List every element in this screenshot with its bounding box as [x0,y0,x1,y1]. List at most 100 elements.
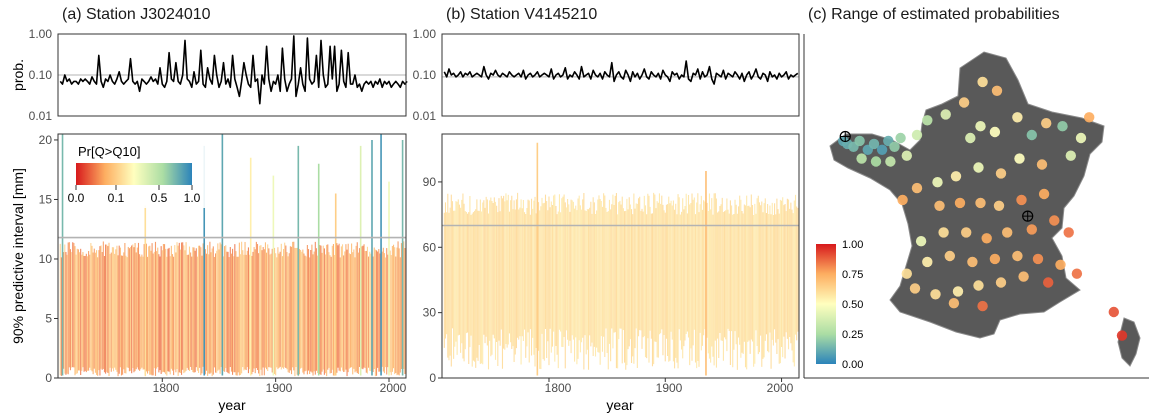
y-tick-label: 30 [423,306,437,320]
prob-tick-a-3: 0.01 [29,109,53,123]
station-point [895,132,906,144]
panel-a-interval-plot: 0 5 10 15 20 [39,133,406,385]
panel-c-title: (c) Range of estimated probabilities [808,6,1060,23]
station-point [1075,132,1087,144]
station-point [989,253,1001,265]
station-point [911,182,923,194]
year-axis-a: 1800 1900 2000 [153,381,407,395]
station-point [901,268,912,279]
legend-a-tick-2: 0.5 [151,191,168,205]
station-point [950,171,962,182]
station-point [973,162,984,173]
year-tick-a-1800: 1800 [153,381,180,395]
y-tick-label: 15 [39,192,53,206]
station-point [1036,159,1048,170]
panel-frames [57,33,1149,379]
station-point [975,121,986,132]
france-map [829,51,1105,339]
legend-a: Pr[Q>Q10] 0.0 0.1 0.5 1.0 [66,138,214,208]
station-point [932,177,943,188]
y-tick-label: 10 [39,252,53,266]
station-point [934,200,945,211]
prob-tick-a-1: 1.00 [29,27,53,41]
station-point [995,168,1007,179]
station-point [1026,224,1038,235]
station-point [922,256,933,268]
y-tick-label: 0 [429,371,436,385]
station-point [973,280,984,291]
station-point [909,283,921,294]
year-tick-b-1900: 1900 [656,381,683,395]
station-point [944,250,955,262]
panel-c-map-points [838,76,1128,341]
corsica-map [1117,317,1141,367]
station-point [854,135,865,147]
station-point [961,227,972,238]
legend-c-colorbar [816,244,836,364]
prob-tick-b-1: 1.00 [413,27,437,41]
station-point [1014,153,1025,164]
legend-a-title: Pr[Q>Q10] [78,144,141,159]
station-point [922,115,933,126]
station-point [915,236,927,247]
legend-c-tick-2: 0.50 [842,299,863,311]
station-point [1002,227,1013,238]
station-point [952,286,964,297]
y-tick-label: 5 [45,311,52,325]
panel-b-title: (b) Station V4145210 [446,6,598,23]
station-point [993,200,1005,211]
station-point [1049,215,1060,226]
panel-b-interval-plot: 0 30 60 90 [423,142,799,385]
station-point [1016,194,1027,206]
station-point [940,109,951,120]
station-point [1038,188,1050,200]
prob-tick-b-3: 0.01 [413,109,437,123]
station-point [930,289,941,300]
station-point [965,132,976,144]
y-axis-label-prob: prob. [10,59,26,91]
station-point [991,85,1003,97]
station-point [897,194,908,206]
legend-c-tick-3: 0.25 [842,329,863,341]
legend-a-colorbar [76,163,192,185]
station-point [1108,306,1120,318]
station-point [989,126,1001,138]
station-point [938,227,949,238]
station-point [977,300,988,312]
station-point [1032,253,1044,265]
station-point [1043,277,1054,288]
probability-line [59,35,408,105]
station-point [958,97,970,108]
station-point [876,144,888,155]
prob-axis-b: 1.00 0.10 0.01 [413,27,437,123]
station-point [954,197,966,209]
y-tick-label: 60 [423,240,437,254]
station-point [1012,250,1023,262]
y-tick-label: 90 [423,175,437,189]
year-tick-a-2000: 2000 [380,381,407,395]
x-axis-label-a: year [218,397,246,413]
y-axis-label-interval: 90% predictive interval [mm] [10,168,26,344]
station-point [967,256,978,268]
y-tick-label: 0 [45,371,52,385]
station-point [870,156,882,167]
legend-c-tick-0: 1.00 [842,239,863,251]
station-point [889,141,900,152]
station-point [995,277,1007,288]
station-point [911,129,923,141]
panel-a-title: (a) Station J3024010 [62,6,211,23]
station-point [1063,227,1074,238]
panel-a-prob-plot [58,35,408,105]
station-point [856,153,867,164]
station-point [901,150,912,161]
station-point [1057,121,1068,132]
panel-b-prob-plot [442,60,799,85]
x-axis-label-b: year [606,397,634,413]
station-point [981,233,992,244]
year-axis-b: 1800 1900 2000 [545,381,794,395]
station-point [1084,112,1095,123]
legend-c-tick-4: 0.00 [842,359,863,371]
y-tick-label: 20 [39,133,53,147]
year-tick-b-2000: 2000 [767,381,794,395]
station-point [1041,118,1052,129]
